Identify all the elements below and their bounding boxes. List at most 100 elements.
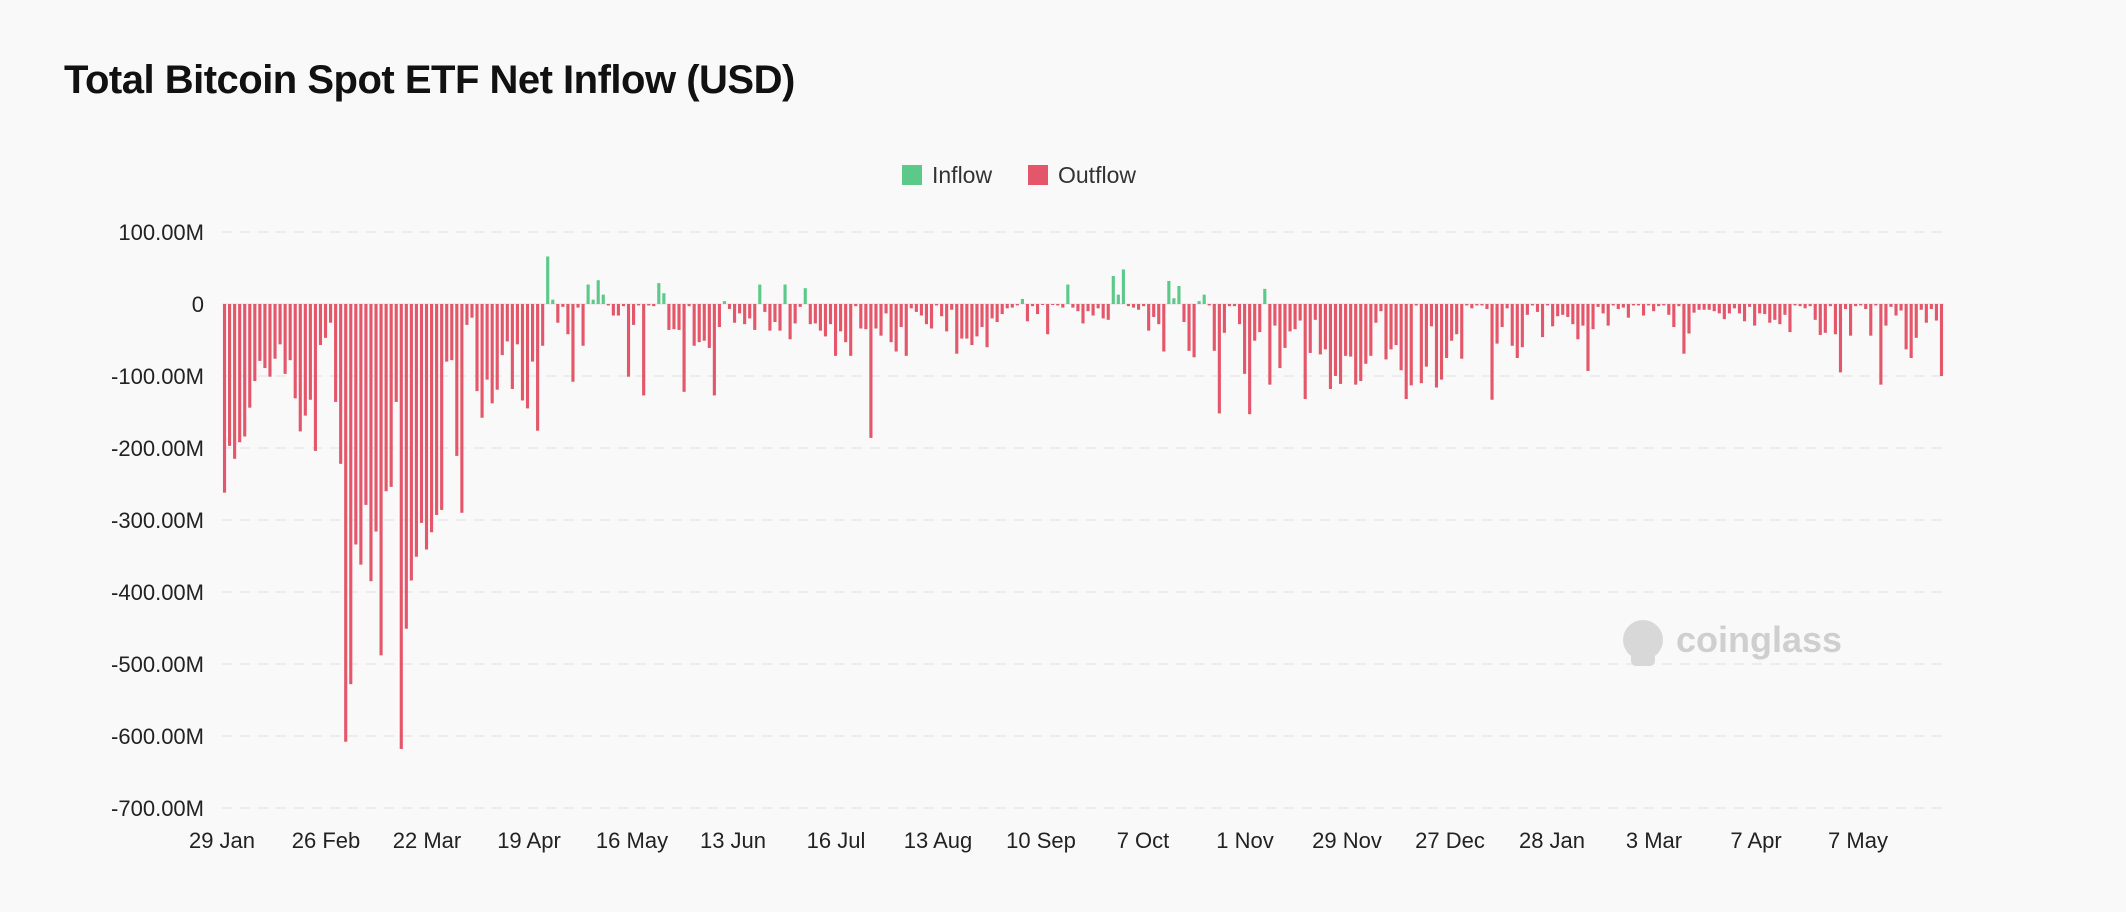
inflow-bar[interactable] xyxy=(1121,269,1125,304)
outflow-bar[interactable] xyxy=(818,304,822,331)
outflow-bar[interactable] xyxy=(556,304,560,323)
outflow-bar[interactable] xyxy=(995,304,999,322)
outflow-bar[interactable] xyxy=(1445,304,1449,358)
outflow-bar[interactable] xyxy=(1884,304,1888,326)
outflow-bar[interactable] xyxy=(1374,304,1378,323)
legend-label[interactable]: Outflow xyxy=(1058,162,1136,188)
outflow-bar[interactable] xyxy=(1813,304,1817,320)
inflow-bar[interactable] xyxy=(783,284,787,304)
outflow-bar[interactable] xyxy=(520,304,525,401)
outflow-bar[interactable] xyxy=(874,304,878,329)
outflow-bar[interactable] xyxy=(793,304,797,324)
outflow-bar[interactable] xyxy=(500,304,504,356)
outflow-bar[interactable] xyxy=(1687,304,1691,334)
outflow-bar[interactable] xyxy=(1313,304,1317,320)
outflow-bar[interactable] xyxy=(647,304,651,306)
inflow-bar[interactable] xyxy=(1020,298,1024,304)
outflow-bar[interactable] xyxy=(929,304,934,329)
outflow-bar[interactable] xyxy=(323,304,328,338)
outflow-bar[interactable] xyxy=(1859,304,1863,306)
outflow-bar[interactable] xyxy=(1030,304,1035,307)
outflow-bar[interactable] xyxy=(1727,304,1731,314)
inflow-bar[interactable] xyxy=(1111,275,1115,304)
outflow-bar[interactable] xyxy=(1626,304,1630,318)
outflow-bar[interactable] xyxy=(1702,304,1706,310)
outflow-bar[interactable] xyxy=(354,304,358,545)
outflow-bar[interactable] xyxy=(687,304,691,307)
outflow-bar[interactable] xyxy=(1429,304,1433,327)
outflow-bar[interactable] xyxy=(1525,304,1529,315)
outflow-bar[interactable] xyxy=(1455,304,1459,335)
outflow-bar[interactable] xyxy=(505,304,509,342)
outflow-bar[interactable] xyxy=(1308,304,1312,353)
outflow-bar[interactable] xyxy=(1798,304,1802,307)
outflow-bar[interactable] xyxy=(854,304,858,307)
outflow-bar[interactable] xyxy=(697,304,701,343)
outflow-bar[interactable] xyxy=(712,304,716,396)
outflow-bar[interactable] xyxy=(1384,304,1388,360)
outflow-bar[interactable] xyxy=(1838,304,1843,373)
outflow-bar[interactable] xyxy=(849,304,853,356)
outflow-bar[interactable] xyxy=(813,304,817,324)
outflow-bar[interactable] xyxy=(652,304,656,307)
outflow-bar[interactable] xyxy=(727,304,732,310)
outflow-bar[interactable] xyxy=(1076,304,1080,312)
outflow-bar[interactable] xyxy=(1475,304,1479,306)
outflow-bar[interactable] xyxy=(985,304,989,348)
outflow-bar[interactable] xyxy=(1763,304,1767,315)
outflow-bar[interactable] xyxy=(414,304,418,557)
outflow-bar[interactable] xyxy=(460,304,464,513)
outflow-bar[interactable] xyxy=(1328,304,1333,389)
outflow-bar[interactable] xyxy=(864,304,868,330)
outflow-bar[interactable] xyxy=(788,304,792,340)
outflow-bar[interactable] xyxy=(869,304,873,438)
outflow-bar[interactable] xyxy=(1354,304,1358,385)
outflow-bar[interactable] xyxy=(1601,304,1605,314)
outflow-bar[interactable] xyxy=(1212,304,1216,351)
outflow-bar[interactable] xyxy=(1652,304,1656,312)
outflow-bar[interactable] xyxy=(1889,304,1893,307)
outflow-bar[interactable] xyxy=(1379,304,1383,312)
outflow-bar[interactable] xyxy=(1672,304,1676,328)
outflow-bar[interactable] xyxy=(1753,304,1757,326)
outflow-bar[interactable] xyxy=(1561,304,1565,315)
outflow-bar[interactable] xyxy=(233,304,237,459)
outflow-bar[interactable] xyxy=(1621,304,1625,308)
outflow-bar[interactable] xyxy=(808,304,812,325)
outflow-bar[interactable] xyxy=(1056,304,1060,306)
outflow-bar[interactable] xyxy=(364,304,368,505)
outflow-bar[interactable] xyxy=(1217,304,1221,414)
outflow-bar[interactable] xyxy=(1551,304,1555,327)
outflow-bar[interactable] xyxy=(389,304,393,487)
outflow-bar[interactable] xyxy=(329,304,333,323)
outflow-bar[interactable] xyxy=(1849,304,1853,336)
outflow-bar[interactable] xyxy=(1015,304,1019,306)
outflow-bar[interactable] xyxy=(1258,304,1262,333)
outflow-bar[interactable] xyxy=(1591,304,1595,330)
outflow-bar[interactable] xyxy=(1369,304,1373,356)
outflow-bar[interactable] xyxy=(440,304,444,510)
outflow-bar[interactable] xyxy=(763,304,767,312)
outflow-bar[interactable] xyxy=(1773,304,1777,320)
outflow-bar[interactable] xyxy=(1833,304,1837,335)
outflow-bar[interactable] xyxy=(248,304,252,408)
outflow-bar[interactable] xyxy=(536,304,540,431)
outflow-bar[interactable] xyxy=(1333,304,1338,376)
outflow-bar[interactable] xyxy=(1758,304,1762,314)
outflow-bar[interactable] xyxy=(1566,304,1570,317)
outflow-bar[interactable] xyxy=(1035,304,1040,315)
outflow-bar[interactable] xyxy=(1647,304,1651,306)
outflow-bar[interactable] xyxy=(773,304,777,322)
outflow-bar[interactable] xyxy=(1005,304,1009,309)
inflow-bar[interactable] xyxy=(1263,288,1267,304)
outflow-bar[interactable] xyxy=(1364,304,1368,364)
outflow-bar[interactable] xyxy=(606,304,610,306)
outflow-bar[interactable] xyxy=(1318,304,1322,355)
outflow-bar[interactable] xyxy=(1843,304,1848,310)
outflow-bar[interactable] xyxy=(510,304,514,389)
outflow-bar[interactable] xyxy=(1742,304,1747,322)
outflow-bar[interactable] xyxy=(1091,304,1095,316)
outflow-bar[interactable] xyxy=(1616,304,1620,310)
outflow-bar[interactable] xyxy=(1939,304,1944,376)
outflow-bar[interactable] xyxy=(707,304,711,348)
